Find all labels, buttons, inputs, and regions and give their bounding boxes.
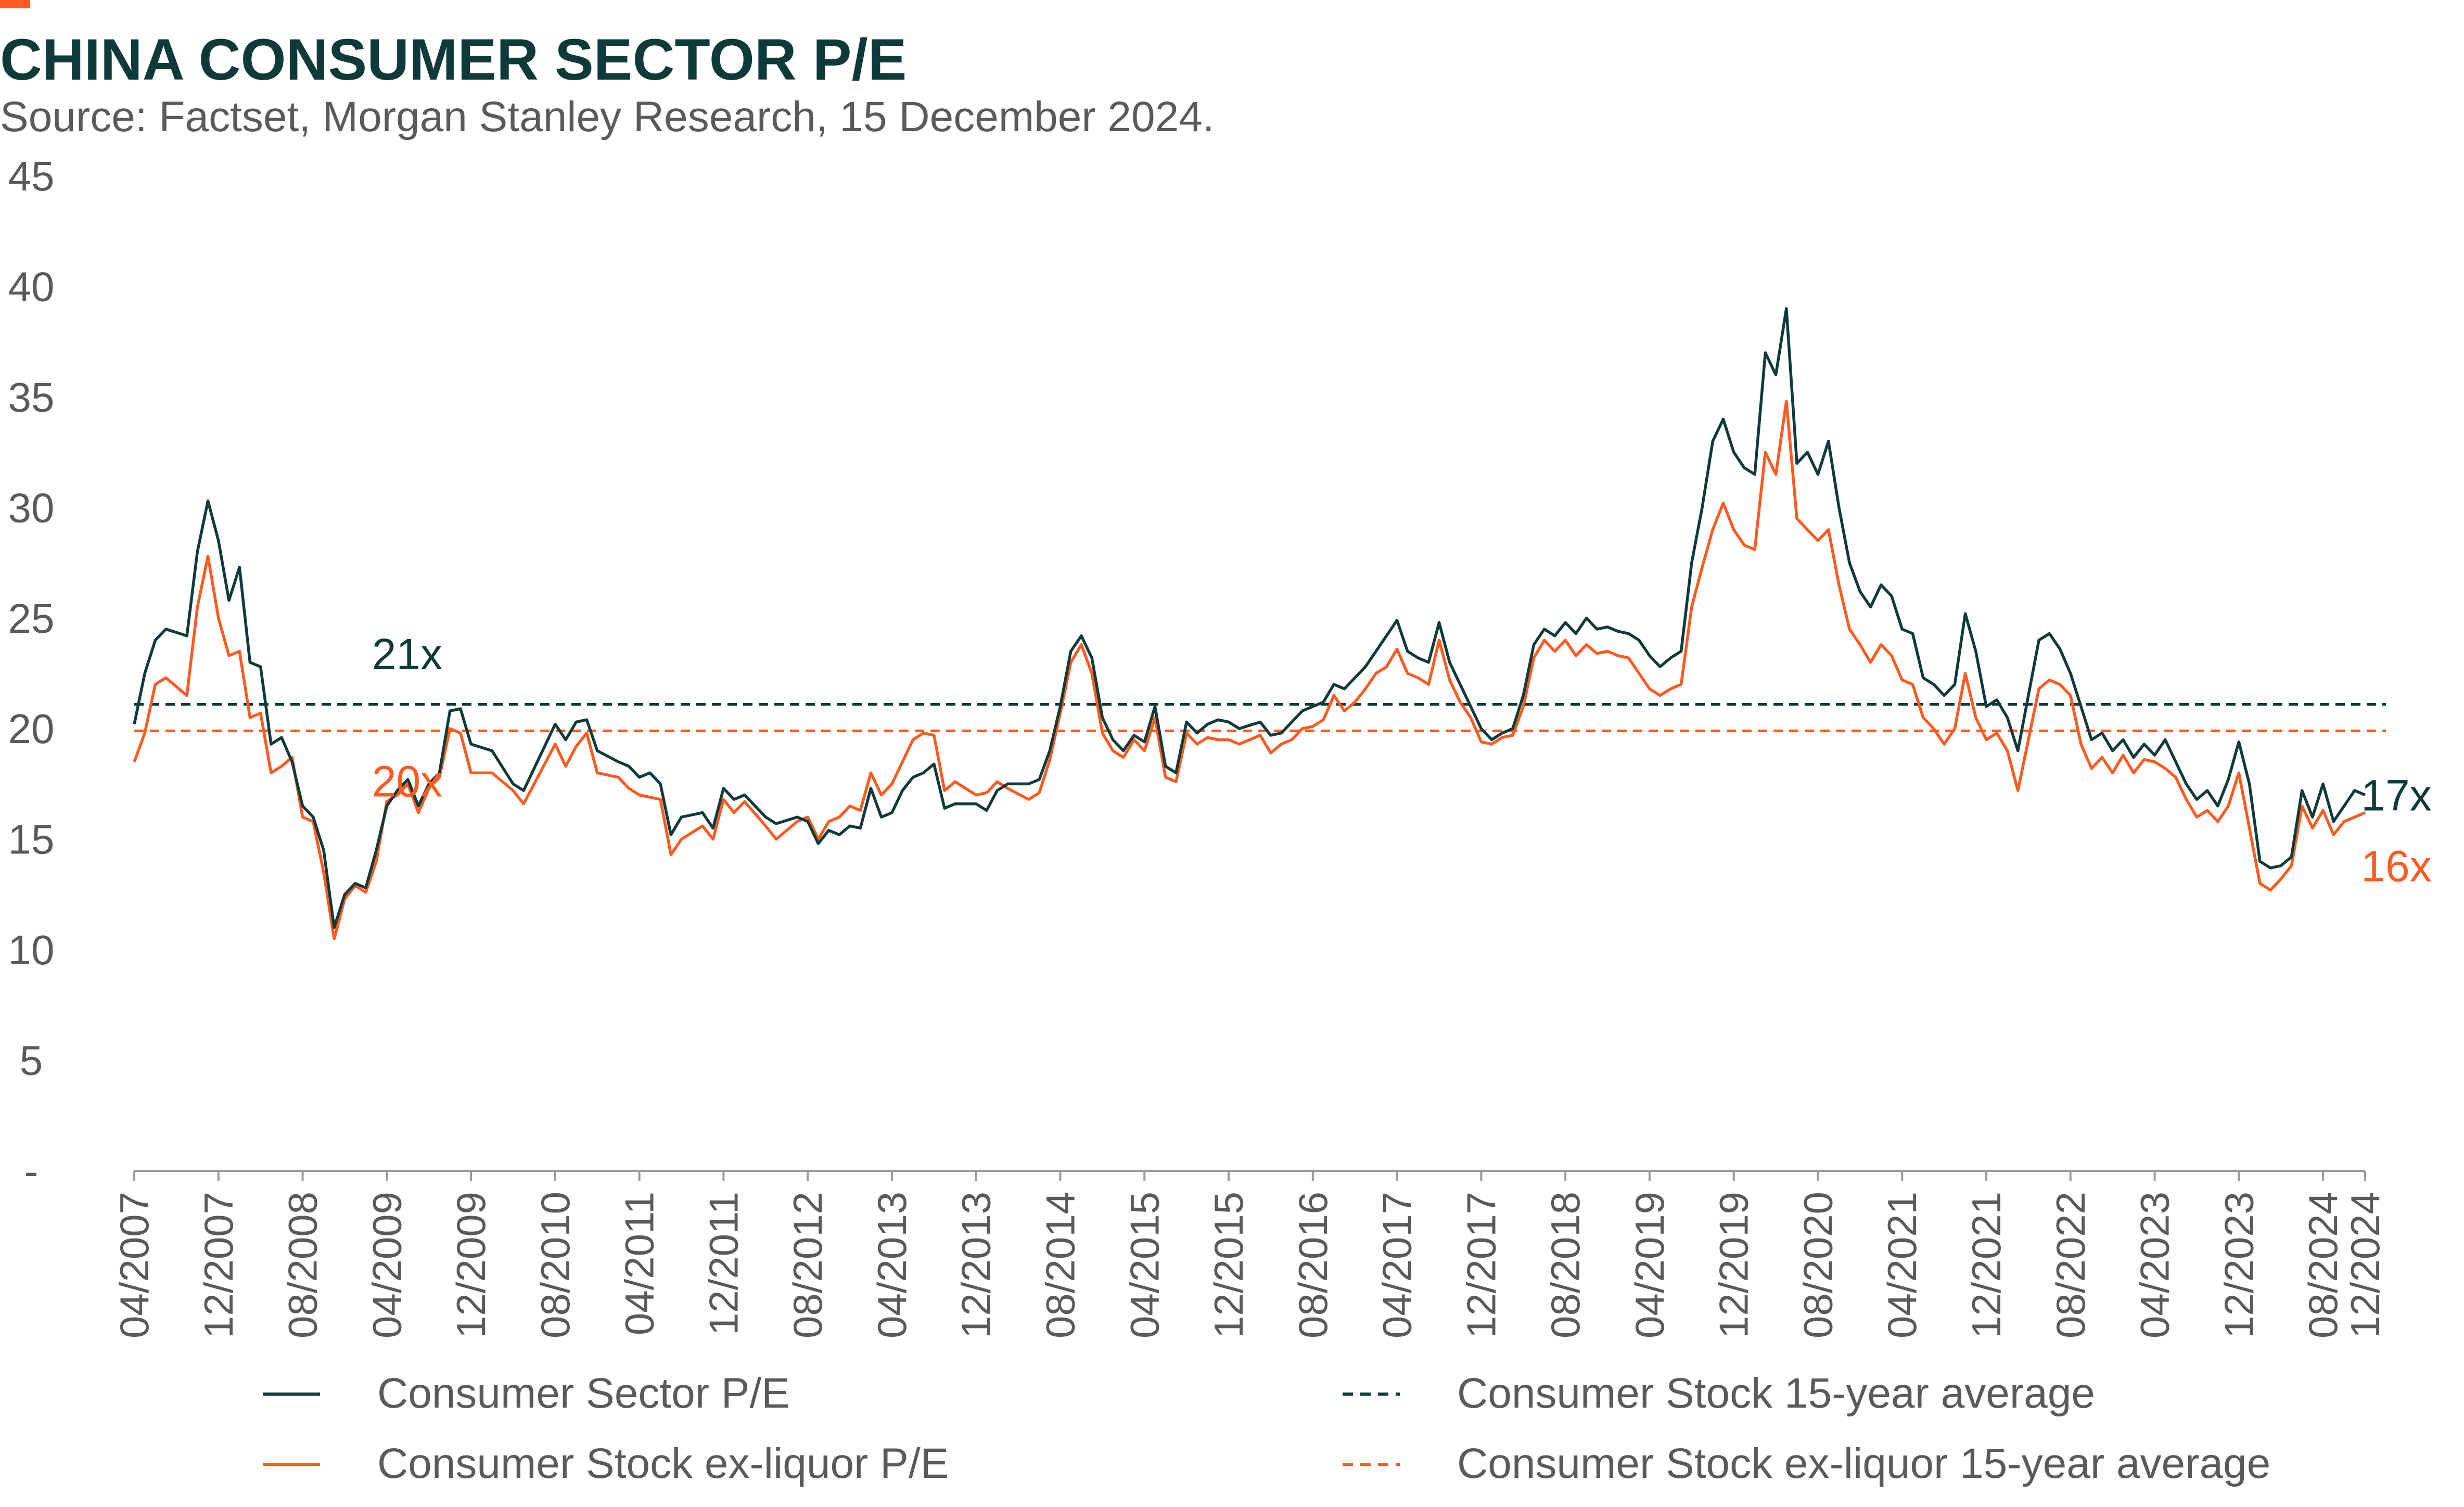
y-axis: 45 40 35 30 25 20 15 10 5 - xyxy=(8,153,55,1194)
y-tick-label: 40 xyxy=(8,263,55,310)
x-tick-label: 08/2020 xyxy=(1795,1192,1841,1338)
x-tick-label: 12/2011 xyxy=(700,1192,746,1335)
x-tick-label: 04/2007 xyxy=(111,1192,157,1338)
accent-bar xyxy=(0,0,30,8)
x-tick-label: 12/2015 xyxy=(1206,1192,1252,1338)
chart-subtitle: Source: Factset, Morgan Stanley Research… xyxy=(0,93,1215,141)
chart-title: CHINA CONSUMER SECTOR P/E xyxy=(0,27,907,92)
x-tick-label: 04/2015 xyxy=(1121,1192,1167,1338)
annotation-16x: 16x xyxy=(2361,842,2431,891)
x-tick-label: 08/2024 xyxy=(2300,1192,2346,1338)
y-tick-label: 45 xyxy=(8,153,55,199)
x-tick-label: 12/2021 xyxy=(1963,1192,2009,1338)
x-tick-label: 12/2013 xyxy=(953,1192,999,1338)
legend-item: Consumer Stock ex-liquor P/E xyxy=(263,1440,949,1487)
annotation-17x: 17x xyxy=(2361,771,2431,820)
legend-label: Consumer Stock ex-liquor P/E xyxy=(377,1440,949,1487)
x-tick-label: 04/2023 xyxy=(2132,1192,2178,1338)
series-lines xyxy=(133,307,2366,940)
x-tick-label: 04/2013 xyxy=(869,1192,915,1338)
x-axis: 04/2007 12/2007 08/2008 04/2009 12/2009 08/20… xyxy=(111,1170,2388,1338)
x-tick-label: 04/2021 xyxy=(1879,1192,1925,1338)
y-tick-label: - xyxy=(24,1148,39,1194)
x-tick-label: 12/2024 xyxy=(2342,1192,2388,1338)
x-tick-label: 12/2007 xyxy=(196,1192,241,1338)
series-line-ex-liquor-pe xyxy=(133,400,2366,940)
x-tick-label: 08/2018 xyxy=(1542,1192,1588,1338)
x-tick-label: 08/2008 xyxy=(280,1192,326,1338)
y-tick-label: 5 xyxy=(20,1038,43,1084)
series-line-consumer-pe xyxy=(133,307,2366,929)
y-tick-label: 10 xyxy=(8,927,55,973)
legend-item: Consumer Stock 15-year average xyxy=(1343,1370,2095,1417)
y-tick-label: 15 xyxy=(8,816,55,863)
legend-item: Consumer Sector P/E xyxy=(263,1370,790,1417)
x-tick-label: 08/2012 xyxy=(785,1192,831,1338)
x-tick-label: 08/2010 xyxy=(532,1192,578,1338)
annotation-21x: 21x xyxy=(372,630,442,679)
x-tick-label: 12/2023 xyxy=(2216,1192,2262,1338)
annotations: 21x 20x 17x 16x xyxy=(372,630,2432,891)
legend-item: Consumer Stock ex-liquor 15-year average xyxy=(1343,1440,2270,1487)
legend-label: Consumer Stock ex-liquor 15-year average xyxy=(1457,1440,2270,1487)
x-tick-label: 04/2017 xyxy=(1374,1192,1420,1338)
x-tick-label: 12/2019 xyxy=(1711,1192,1757,1338)
x-tick-label: 12/2009 xyxy=(448,1192,494,1338)
x-tick-label: 04/2019 xyxy=(1627,1192,1673,1338)
legend-label: Consumer Sector P/E xyxy=(377,1370,790,1417)
x-tick-label: 12/2017 xyxy=(1458,1192,1504,1338)
x-tick-label: 08/2014 xyxy=(1038,1192,1083,1338)
y-tick-label: 20 xyxy=(8,706,55,752)
average-lines xyxy=(134,703,2386,732)
y-tick-label: 35 xyxy=(8,374,55,420)
x-tick-label: 04/2011 xyxy=(617,1192,662,1335)
x-tick-label: 08/2016 xyxy=(1290,1192,1336,1338)
legend: Consumer Sector P/E Consumer Stock ex-liq… xyxy=(263,1370,2270,1487)
x-tick-label: 08/2022 xyxy=(2048,1192,2093,1338)
y-tick-label: 30 xyxy=(8,484,55,531)
annotation-20x: 20x xyxy=(372,757,442,806)
x-tick-label: 04/2009 xyxy=(364,1192,410,1338)
legend-label: Consumer Stock 15-year average xyxy=(1457,1370,2095,1417)
y-tick-label: 25 xyxy=(8,595,55,642)
